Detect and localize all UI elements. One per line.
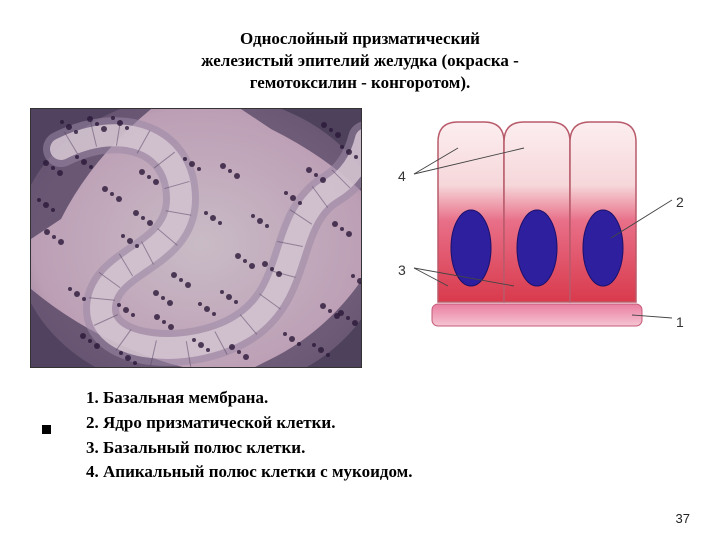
micrograph-svg	[31, 109, 362, 368]
diagram-svg	[390, 108, 690, 368]
title-line-2: железистый эпителий желудка (окраска -	[201, 51, 519, 70]
diagram-label-4: 4	[398, 168, 406, 184]
slide-title: Однослойный призматический железистый эп…	[150, 28, 570, 94]
diagram-label-3: 3	[398, 262, 406, 278]
legend-item-2: 2. Ядро призматической клетки.	[86, 411, 690, 436]
title-line-3: гемотоксилин - конгоротом).	[250, 73, 471, 92]
page-number: 37	[676, 511, 690, 526]
legend: 1. Базальная мембрана. 2. Ядро призматич…	[86, 386, 690, 485]
diagram-label-1: 1	[676, 314, 684, 330]
micrograph	[30, 108, 362, 368]
legend-item-4: 4. Апикальный полюс клетки с мукоидом.	[86, 460, 690, 485]
diagram: 1 2 3 4	[390, 108, 690, 368]
figures-row: 1 2 3 4	[30, 108, 690, 368]
legend-item-3: 3. Базальный полюс клетки.	[86, 436, 690, 461]
title-line-1: Однослойный призматический	[240, 29, 480, 48]
slide: Однослойный призматический железистый эп…	[0, 0, 720, 540]
bullet-marker	[42, 425, 51, 434]
legend-item-1: 1. Базальная мембрана.	[86, 386, 690, 411]
diagram-label-2: 2	[676, 194, 684, 210]
